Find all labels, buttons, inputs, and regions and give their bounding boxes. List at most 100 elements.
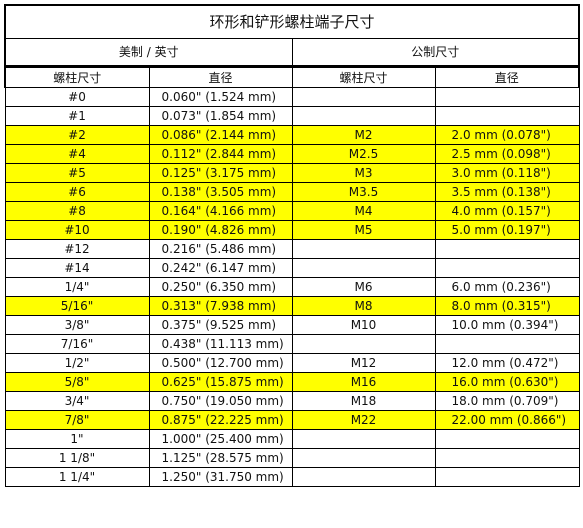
metric-diameter-cell: 3.5 mm (0.138") [434, 182, 580, 202]
col-header-metric-diameter: 直径 [434, 65, 581, 88]
metric-stud-size-cell: M2 [291, 125, 436, 145]
us-stud-size-cell: 1 1/8" [4, 448, 150, 468]
us-diameter-cell: 0.112" (2.844 mm) [148, 144, 293, 164]
table-row: 5/16" 0.313" (7.938 mm) M8 8.0 mm (0.315") [4, 296, 580, 316]
us-stud-size-cell: #10 [4, 220, 150, 240]
metric-diameter-cell [434, 106, 580, 126]
metric-diameter-cell: 4.0 mm (0.157") [434, 201, 580, 221]
col-header-metric-size: 螺柱尺寸 [291, 65, 436, 88]
us-diameter-cell: 0.875" (22.225 mm) [148, 410, 293, 430]
table-row: #10 0.190" (4.826 mm) M5 5.0 mm (0.197") [4, 220, 580, 240]
table-row: 3/8" 0.375" (9.525 mm) M10 10.0 mm (0.394") [4, 315, 580, 335]
us-stud-size-cell: #2 [4, 125, 150, 145]
us-diameter-cell: 1.000" (25.400 mm) [148, 429, 293, 449]
metric-diameter-cell: 2.0 mm (0.078") [434, 125, 580, 145]
metric-diameter-cell: 12.0 mm (0.472") [434, 353, 580, 373]
metric-stud-size-cell [291, 448, 436, 468]
metric-stud-size-cell: M16 [291, 372, 436, 392]
us-diameter-cell: 0.073" (1.854 mm) [148, 106, 293, 126]
metric-stud-size-cell: M8 [291, 296, 436, 316]
metric-diameter-cell [434, 448, 580, 468]
metric-stud-size-cell: M18 [291, 391, 436, 411]
us-stud-size-cell: 5/8" [4, 372, 150, 392]
us-stud-size-cell: #6 [4, 182, 150, 202]
metric-stud-size-cell [291, 258, 436, 278]
table-row: 1/4" 0.250" (6.350 mm) M6 6.0 mm (0.236") [4, 277, 580, 297]
table-row: #8 0.164" (4.166 mm) M4 4.0 mm (0.157") [4, 201, 580, 221]
metric-stud-size-cell: M3.5 [291, 182, 436, 202]
us-stud-size-cell: #12 [4, 239, 150, 259]
group-header-metric: 公制尺寸 [291, 38, 581, 67]
us-diameter-cell: 0.313" (7.938 mm) [148, 296, 293, 316]
us-stud-size-cell: 7/16" [4, 334, 150, 354]
table-title: 环形和铲形螺柱端子尺寸 [3, 4, 581, 39]
us-stud-size-cell: #14 [4, 258, 150, 278]
metric-diameter-cell: 18.0 mm (0.709") [434, 391, 580, 411]
table-row: #12 0.216" (5.486 mm) [4, 239, 580, 259]
metric-diameter-cell [434, 467, 580, 487]
metric-diameter-cell: 6.0 mm (0.236") [434, 277, 580, 297]
us-diameter-cell: 0.438" (11.113 mm) [148, 334, 293, 354]
table-body: #0 0.060" (1.524 mm) #1 0.073" (1.854 mm) #2… [4, 87, 580, 487]
us-diameter-cell: 1.250" (31.750 mm) [148, 467, 293, 487]
us-diameter-cell: 0.060" (1.524 mm) [148, 87, 293, 107]
metric-diameter-cell: 16.0 mm (0.630") [434, 372, 580, 392]
metric-diameter-cell: 22.00 mm (0.866") [434, 410, 580, 430]
us-diameter-cell: 0.086" (2.144 mm) [148, 125, 293, 145]
us-stud-size-cell: 1" [4, 429, 150, 449]
metric-diameter-cell [434, 258, 580, 278]
metric-stud-size-cell: M6 [291, 277, 436, 297]
col-header-us-diameter: 直径 [148, 65, 293, 88]
us-stud-size-cell: 3/4" [4, 391, 150, 411]
group-header-us: 美制 / 英寸 [4, 38, 293, 67]
us-diameter-cell: 0.250" (6.350 mm) [148, 277, 293, 297]
metric-diameter-cell: 8.0 mm (0.315") [434, 296, 580, 316]
us-stud-size-cell: 1/2" [4, 353, 150, 373]
metric-stud-size-cell: M5 [291, 220, 436, 240]
us-stud-size-cell: 3/8" [4, 315, 150, 335]
metric-diameter-cell: 10.0 mm (0.394") [434, 315, 580, 335]
table-row: #2 0.086" (2.144 mm) M2 2.0 mm (0.078") [4, 125, 580, 145]
stud-size-table: 环形和铲形螺柱端子尺寸 美制 / 英寸 公制尺寸 螺柱尺寸 直径 螺柱尺寸 直径… [3, 4, 581, 487]
metric-diameter-cell [434, 429, 580, 449]
table-row: 1" 1.000" (25.400 mm) [4, 429, 580, 449]
table-row: #0 0.060" (1.524 mm) [4, 87, 580, 107]
metric-stud-size-cell [291, 429, 436, 449]
stud-size-table-container: 环形和铲形螺柱端子尺寸 美制 / 英寸 公制尺寸 螺柱尺寸 直径 螺柱尺寸 直径… [3, 4, 581, 487]
table-row: 1 1/8" 1.125" (28.575 mm) [4, 448, 580, 468]
metric-diameter-cell [434, 87, 580, 107]
us-diameter-cell: 1.125" (28.575 mm) [148, 448, 293, 468]
us-stud-size-cell: #0 [4, 87, 150, 107]
metric-stud-size-cell: M10 [291, 315, 436, 335]
metric-diameter-cell [434, 334, 580, 354]
table-row: 7/8" 0.875" (22.225 mm) M22 22.00 mm (0.866… [4, 410, 580, 430]
table-row: 1 1/4" 1.250" (31.750 mm) [4, 467, 580, 487]
metric-stud-size-cell: M4 [291, 201, 436, 221]
us-diameter-cell: 0.125" (3.175 mm) [148, 163, 293, 183]
metric-diameter-cell: 3.0 mm (0.118") [434, 163, 580, 183]
us-diameter-cell: 0.164" (4.166 mm) [148, 201, 293, 221]
metric-diameter-cell: 2.5 mm (0.098") [434, 144, 580, 164]
table-row: 3/4" 0.750" (19.050 mm) M18 18.0 mm (0.709"… [4, 391, 580, 411]
us-stud-size-cell: #5 [4, 163, 150, 183]
metric-stud-size-cell [291, 467, 436, 487]
metric-stud-size-cell [291, 334, 436, 354]
us-stud-size-cell: #1 [4, 106, 150, 126]
table-row: #6 0.138" (3.505 mm) M3.5 3.5 mm (0.138") [4, 182, 580, 202]
us-stud-size-cell: 1 1/4" [4, 467, 150, 487]
table-row: 5/8" 0.625" (15.875 mm) M16 16.0 mm (0.630"… [4, 372, 580, 392]
us-stud-size-cell: 5/16" [4, 296, 150, 316]
us-stud-size-cell: 7/8" [4, 410, 150, 430]
table-row: #1 0.073" (1.854 mm) [4, 106, 580, 126]
us-diameter-cell: 0.138" (3.505 mm) [148, 182, 293, 202]
us-diameter-cell: 0.375" (9.525 mm) [148, 315, 293, 335]
us-diameter-cell: 0.216" (5.486 mm) [148, 239, 293, 259]
metric-diameter-cell: 5.0 mm (0.197") [434, 220, 580, 240]
metric-stud-size-cell: M3 [291, 163, 436, 183]
us-diameter-cell: 0.500" (12.700 mm) [148, 353, 293, 373]
us-diameter-cell: 0.242" (6.147 mm) [148, 258, 293, 278]
metric-stud-size-cell [291, 87, 436, 107]
table-row: 1/2" 0.500" (12.700 mm) M12 12.0 mm (0.472"… [4, 353, 580, 373]
table-row: 7/16" 0.438" (11.113 mm) [4, 334, 580, 354]
us-stud-size-cell: 1/4" [4, 277, 150, 297]
